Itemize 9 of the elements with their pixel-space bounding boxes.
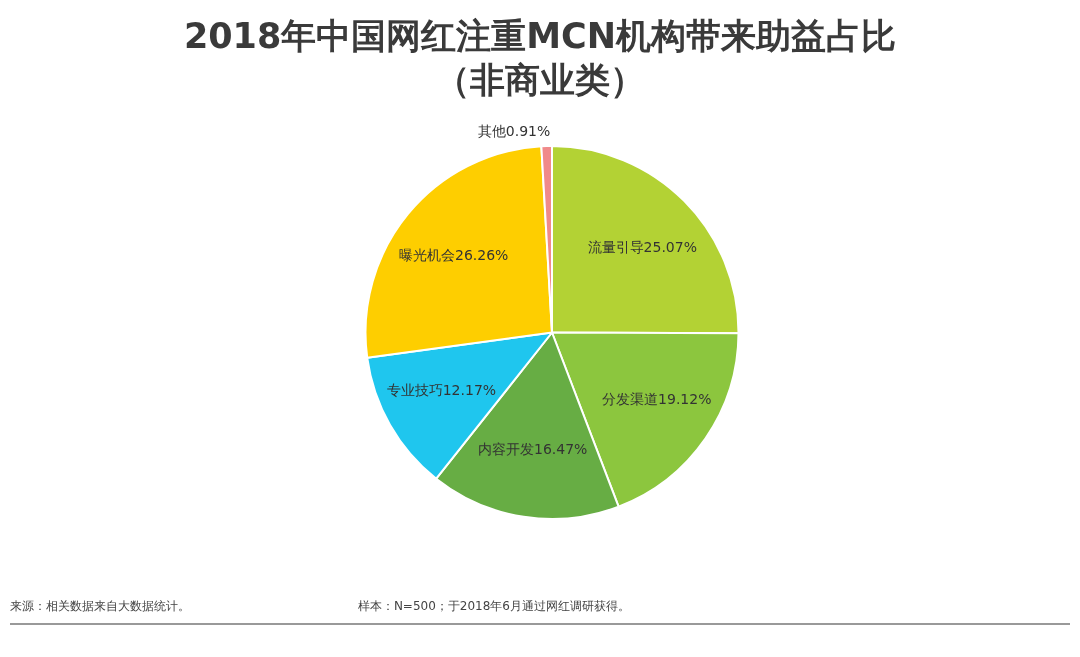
slice-label: 流量引导25.07% [587,238,697,255]
slice-label: 分发渠道19.12% [602,391,712,408]
source-note: 来源：相关数据来自大数据统计。 [10,598,190,615]
chart-title: 2018年中国网红注重MCN机构带来助益占比（非商业类） [182,15,898,102]
slice-label: 曝光机会26.26% [398,247,509,264]
text: 样本：N=500；于2018年6月通过网红调研获得。 [357,598,630,615]
slice-label: 内容开发16.47% [477,441,588,458]
slice-label: 其他0.91% [477,122,551,139]
slice-label: 专业技巧12.17% [386,382,497,399]
